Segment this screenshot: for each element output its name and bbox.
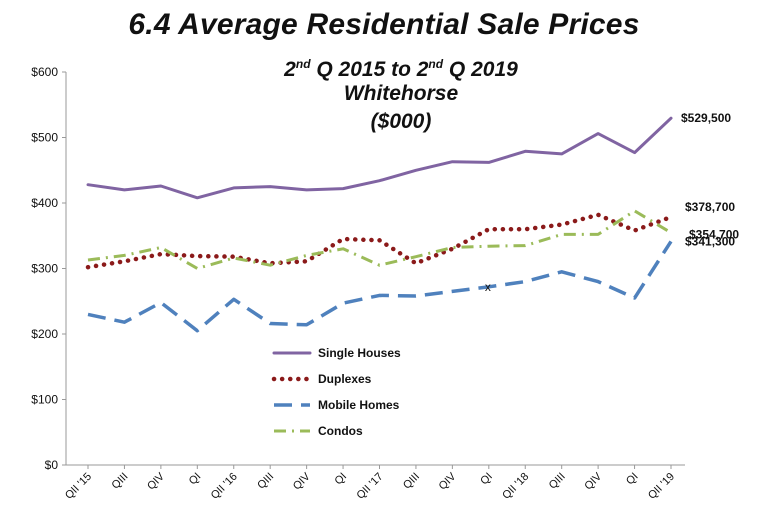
- subtitle-range-end: Q 2019: [443, 58, 518, 81]
- x-tick-label: QIV: [582, 470, 604, 492]
- chart-legend: Single Houses Duplexes Mobile Homes Condos: [271, 346, 401, 438]
- x-tick-label: QI: [624, 471, 641, 488]
- y-tick-label: $400: [31, 196, 58, 210]
- x-tick-label: QII '17: [354, 471, 385, 502]
- y-tick-label: $500: [31, 131, 58, 145]
- y-tick-label: $100: [31, 393, 58, 407]
- legend-entry-label: Condos: [318, 424, 363, 438]
- x-tick-label: QII '15: [63, 471, 94, 502]
- x-tick-label: QIII: [547, 471, 568, 492]
- chart-data-labels: $529,500 $378,700 $354,700$341,300: [681, 111, 739, 248]
- chart-subtitle-range: 2nd Q 2015 to 2nd Q 2019: [236, 52, 566, 82]
- subtitle-sup1: nd: [295, 57, 311, 71]
- legend-entry-label: Duplexes: [318, 372, 372, 386]
- x-tick-label: QI: [478, 471, 495, 488]
- legend-entry-label: Mobile Homes: [318, 398, 400, 412]
- chart-title: 6.4 Average Residential Sale Prices: [128, 8, 640, 41]
- y-tick-label: $200: [31, 327, 58, 341]
- legend-entry-label: Single Houses: [318, 346, 401, 360]
- chart-subtitle-location: Whitehorse: [343, 82, 459, 105]
- x-tick-label: QIV: [437, 470, 459, 492]
- stray-marker: x: [485, 280, 491, 294]
- x-tick-label: QIII: [401, 471, 422, 492]
- y-tick-label: $0: [45, 458, 59, 472]
- x-tick-label: QIII: [110, 471, 131, 492]
- data-label: $378,700: [685, 200, 735, 214]
- x-tick-label: QII '16: [209, 471, 240, 502]
- x-tick-label: QI: [187, 471, 204, 488]
- chart-series: x: [85, 116, 674, 333]
- data-label: $529,500: [681, 111, 731, 125]
- y-tick-label: $300: [31, 262, 58, 276]
- series-line-duplexes: [85, 212, 674, 270]
- x-tick-label: QII '18: [500, 471, 531, 502]
- chart-subtitle-units: ($000): [370, 110, 432, 133]
- x-tick-label: QIII: [255, 471, 276, 492]
- x-tick-label: QIV: [145, 470, 167, 492]
- series-line-condos: [87, 209, 672, 270]
- subtitle-sup2: nd: [428, 57, 444, 71]
- x-tick-label: QI: [332, 471, 349, 488]
- series-line-mobile-homes: [87, 240, 673, 333]
- subtitle-range-start: 2: [284, 58, 296, 81]
- series-line-single-houses: [86, 116, 673, 200]
- data-label: $341,300: [685, 234, 735, 248]
- x-tick-label: QIV: [291, 470, 313, 492]
- x-tick-label: QII '19: [646, 471, 677, 502]
- data-label: $354,700: [689, 228, 739, 242]
- y-tick-label: $600: [31, 65, 58, 79]
- subtitle-range-mid: Q 2015 to 2: [310, 58, 429, 81]
